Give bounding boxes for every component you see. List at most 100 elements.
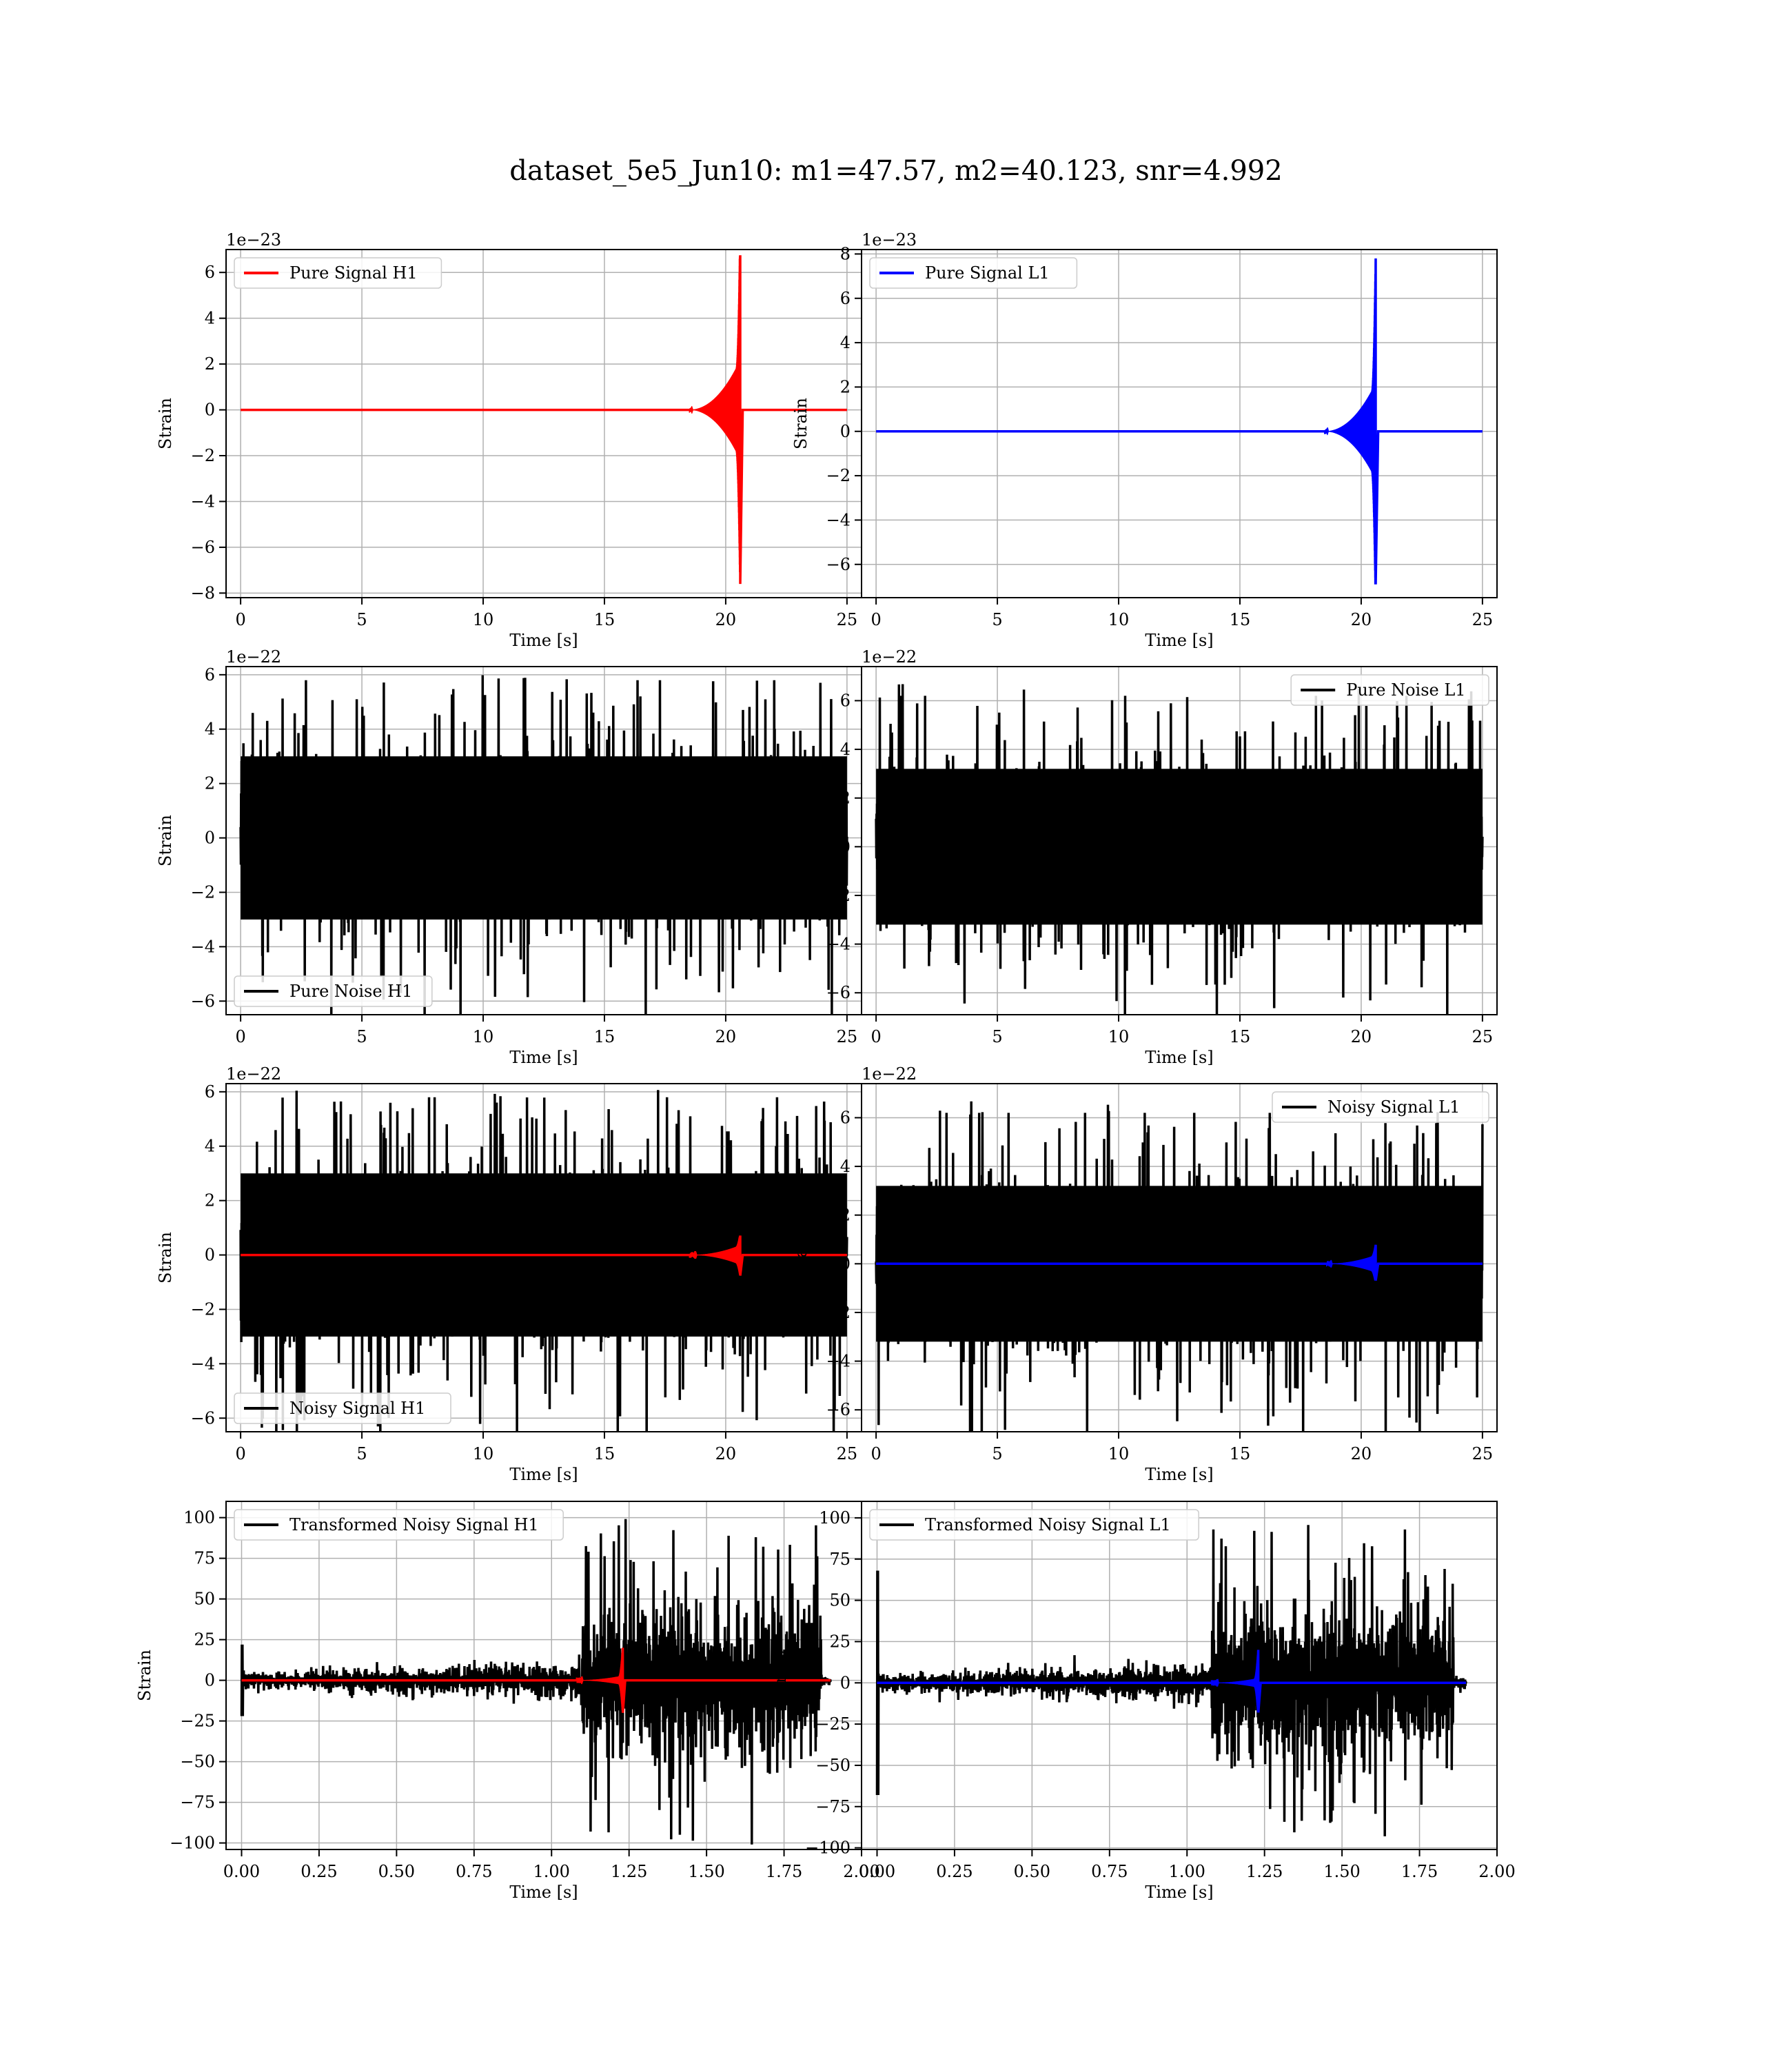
y-axis-label: Strain: [791, 398, 811, 449]
legend: Pure Noise H1: [234, 975, 433, 1007]
y-tick-label: −100: [170, 1834, 215, 1853]
series-line: [241, 1235, 847, 1276]
axes-frame: [861, 666, 1498, 1015]
x-tick-label: 10: [1108, 1444, 1130, 1463]
plot-area: [875, 1525, 1467, 1836]
x-tick-label: 10: [1108, 610, 1130, 629]
x-axis-label: Time [s]: [1145, 1883, 1213, 1902]
y-tick-label: 4: [840, 1157, 851, 1176]
x-tick-label: 15: [594, 1444, 615, 1463]
x-tick-label: 25: [1472, 1027, 1494, 1046]
offset-text: 1e−22: [862, 1064, 917, 1084]
x-tick-label: 15: [1230, 1027, 1251, 1046]
x-tick-label: 25: [1472, 1444, 1494, 1463]
y-tick-label: −2: [191, 446, 215, 465]
y-tick-label: −2: [191, 1299, 215, 1319]
plot-area: [241, 255, 847, 585]
y-tick-label: −4: [826, 935, 851, 954]
y-tick-label: 4: [205, 1137, 215, 1156]
x-tick-label: 15: [1230, 1444, 1251, 1463]
x-tick-label: 10: [473, 1444, 494, 1463]
legend-box: [234, 975, 433, 1007]
axes-frame: [861, 1501, 1498, 1850]
plot-area: [875, 684, 1484, 1015]
y-tick-label: −6: [191, 538, 215, 557]
x-tick-label: 25: [837, 610, 858, 629]
x-tick-label: 5: [992, 610, 1002, 629]
x-tick-label: 2.00: [1478, 1862, 1515, 1881]
x-tick-label: 1.25: [611, 1862, 647, 1881]
y-tick-label: −25: [815, 1714, 851, 1734]
figure-title: dataset_5e5_Jun10: m1=47.57, m2=40.123, …: [509, 155, 1283, 187]
y-tick-label: 6: [205, 665, 215, 685]
y-tick-label: −4: [191, 1354, 215, 1373]
x-tick-label: 0: [870, 1444, 881, 1463]
x-axis-label: Time [s]: [509, 1465, 578, 1484]
legend: Transformed Noisy Signal H1: [234, 1509, 564, 1541]
y-tick-label: 2: [840, 1206, 851, 1225]
y-tick-label: −50: [815, 1756, 851, 1775]
y-tick-label: 6: [840, 1108, 851, 1127]
series-line: [876, 1244, 1483, 1281]
y-axis-label: Strain: [156, 815, 175, 866]
y-tick-label: −4: [191, 937, 215, 956]
x-tick-label: 20: [1351, 1027, 1372, 1046]
y-tick-label: 50: [194, 1590, 215, 1609]
x-tick-label: 0: [235, 1027, 245, 1046]
legend: Noisy Signal L1: [1272, 1091, 1489, 1123]
legend: Pure Noise L1: [1290, 674, 1489, 706]
y-tick-label: −2: [826, 466, 851, 485]
x-tick-label: 0.75: [456, 1862, 492, 1881]
y-tick-label: −6: [826, 983, 851, 1002]
plot-area: [240, 1519, 832, 1845]
y-tick-label: 0: [205, 1246, 215, 1265]
plot-area: [239, 1090, 848, 1432]
axes-frame: [225, 249, 862, 598]
x-axis-label: Time [s]: [509, 1048, 578, 1067]
y-tick-label: −4: [826, 1352, 851, 1371]
y-tick-label: 2: [205, 354, 215, 374]
y-axis-label: Strain: [156, 398, 175, 449]
x-tick-label: 0.25: [936, 1862, 973, 1881]
y-tick-label: 50: [829, 1591, 851, 1610]
y-tick-label: 6: [205, 263, 215, 282]
x-tick-label: 0.50: [1014, 1862, 1050, 1881]
y-tick-label: 75: [194, 1549, 215, 1568]
offset-text: 1e−22: [862, 647, 917, 667]
legend-box: [869, 1509, 1199, 1541]
legend-label: Pure Signal H1: [289, 263, 418, 283]
x-axis-label: Time [s]: [509, 1883, 578, 1902]
x-tick-label: 20: [1351, 610, 1372, 629]
x-tick-label: 0: [235, 610, 245, 629]
x-tick-label: 1.75: [766, 1862, 802, 1881]
plot-area: [239, 675, 848, 1015]
series-line: [241, 255, 847, 585]
subplot-2: 0 5 10 15 20 25 −6 −4 −2 0 2 4 6 8 1e−23 Time [s] Strain…: [791, 230, 1498, 650]
x-tick-label: 0.00: [223, 1862, 260, 1881]
plot-area: [876, 258, 1483, 585]
x-tick-label: 15: [594, 1027, 615, 1046]
y-tick-label: 8: [840, 244, 851, 263]
axes-frame: [861, 1083, 1498, 1432]
y-tick-label: −4: [826, 510, 851, 529]
x-tick-label: 1.25: [1246, 1862, 1283, 1881]
y-tick-label: 4: [205, 309, 215, 328]
y-tick-label: −6: [191, 1408, 215, 1428]
subplot-4: 0 5 10 15 20 25 −6 −4 −2 0 2 4 6 1e−22 Time [s] Strain P…: [791, 647, 1498, 1067]
legend: Noisy Signal H1: [234, 1392, 451, 1424]
x-tick-label: 1.50: [688, 1862, 724, 1881]
y-tick-label: 0: [205, 829, 215, 848]
y-tick-label: 6: [205, 1082, 215, 1102]
y-tick-label: 25: [194, 1630, 215, 1650]
legend-box: [1290, 674, 1489, 706]
legend-box: [1272, 1091, 1489, 1123]
y-tick-label: −6: [191, 991, 215, 1011]
series-line: [876, 258, 1483, 585]
legend-label: Pure Noise L1: [1346, 680, 1465, 700]
y-axis-label: Strain: [791, 1232, 811, 1284]
y-tick-label: 0: [840, 1673, 851, 1692]
x-tick-label: 0.75: [1091, 1862, 1128, 1881]
offset-text: 1e−22: [226, 1064, 281, 1084]
x-tick-label: 1.75: [1401, 1862, 1438, 1881]
